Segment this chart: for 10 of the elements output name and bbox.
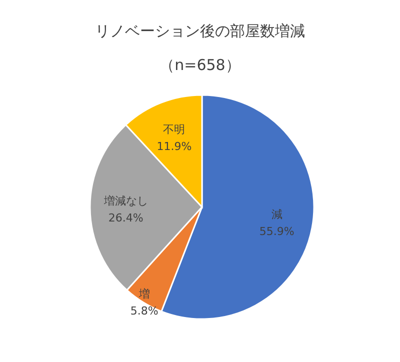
data-label: 26.4% [108, 211, 144, 224]
slice-label: 減 [271, 208, 282, 222]
slice-label: 増 [138, 287, 150, 300]
slice-label: 増減なし [102, 194, 148, 208]
chart-title: リノベーション後の部屋数増減 [95, 22, 305, 40]
data-label: 11.9% [156, 140, 192, 154]
chart-subtitle: （n=658） [160, 56, 240, 74]
data-label: 5.8% [130, 304, 158, 318]
slice-label: 不明 [163, 123, 186, 136]
data-label: 55.9% [259, 225, 294, 238]
